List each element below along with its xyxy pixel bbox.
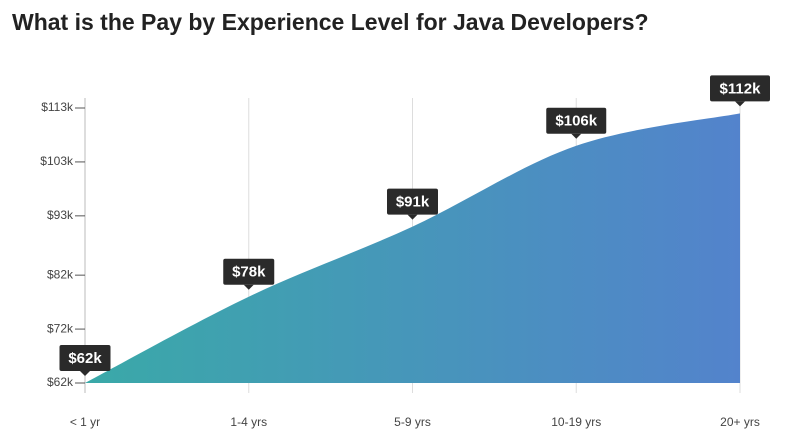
x-tick-label: 1-4 yrs [230,415,267,429]
label-box [710,75,770,102]
value-label-text: $106k [555,113,597,130]
value-label: $112k [710,75,770,107]
label-pointer [80,371,90,376]
y-tick-label: $72k [47,321,74,335]
x-tick-label: 5-9 yrs [394,415,431,429]
label-box [546,107,607,134]
y-tick-label: $62k [47,375,74,389]
y-tick-label: $113k [41,100,74,114]
value-label: $91k [387,188,438,220]
x-tick-label: < 1 yr [70,415,100,429]
y-tick-label: $82k [47,267,74,281]
label-pointer [571,133,582,139]
value-label: $62k [59,345,111,376]
x-tick-label: 10-19 yrs [551,415,601,429]
value-label: $78k [223,258,275,290]
value-label-text: $112k [720,80,762,97]
value-label: $106k [546,107,607,139]
label-pointer [243,284,254,290]
value-label-text: $78k [232,264,266,281]
label-box [223,258,275,285]
chart-title: What is the Pay by Experience Level for … [12,9,649,35]
label-box [387,188,438,215]
label-pointer [407,214,418,220]
x-tick-label: 20+ yrs [720,415,760,429]
label-box [59,345,111,371]
y-tick-label: $93k [47,208,74,222]
y-tick-label: $103k [40,154,74,168]
label-pointer [735,101,745,107]
value-label-text: $91k [396,194,430,211]
value-label-text: $62k [68,350,102,367]
area [85,113,740,384]
